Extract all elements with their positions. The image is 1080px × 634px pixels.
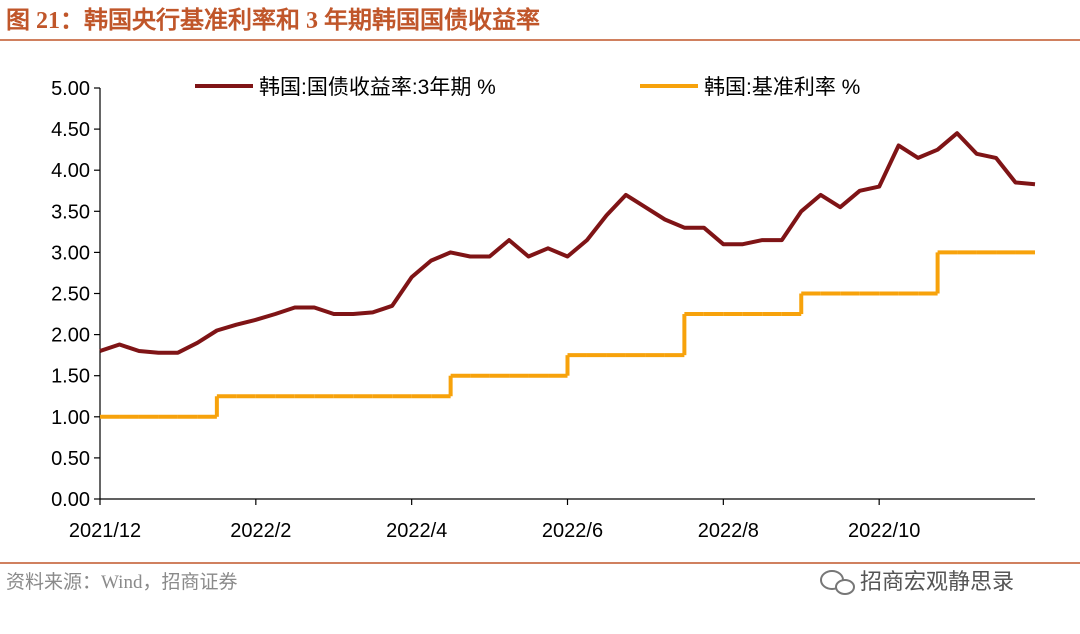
y-tick-label: 4.00 — [51, 160, 90, 182]
x-tick-label: 2022/6 — [542, 520, 603, 542]
y-tick-label: 0.50 — [51, 448, 90, 470]
y-tick-label: 5.00 — [51, 78, 90, 100]
watermark-icon — [820, 570, 855, 595]
y-tick-label: 2.00 — [51, 325, 90, 347]
x-tick-label: 2022/4 — [386, 520, 447, 542]
y-tick-label: 1.00 — [51, 407, 90, 429]
legend-label: 韩国:国债收益率:3年期 % — [259, 76, 496, 99]
watermark: 招商宏观静思录 — [860, 569, 1014, 594]
x-tick-label: 2022/10 — [848, 520, 920, 542]
y-tick-label: 3.50 — [51, 201, 90, 223]
y-tick-label: 4.50 — [51, 119, 90, 141]
y-tick-label: 2.50 — [51, 284, 90, 306]
y-tick-label: 3.00 — [51, 242, 90, 264]
x-tick-label: 2021/12 — [69, 520, 141, 542]
y-tick-label: 1.50 — [51, 366, 90, 388]
y-tick-label: 0.00 — [51, 489, 90, 511]
series-line — [99, 131, 1036, 355]
x-tick-label: 2022/8 — [698, 520, 759, 542]
source: 资料来源：Wind，招商证券 — [6, 571, 237, 593]
legend-label: 韩国:基准利率 % — [704, 76, 860, 99]
x-tick-label: 2022/2 — [230, 520, 291, 542]
chart-title: 图 21：韩国央行基准利率和 3 年期韩国国债收益率 — [6, 6, 540, 34]
